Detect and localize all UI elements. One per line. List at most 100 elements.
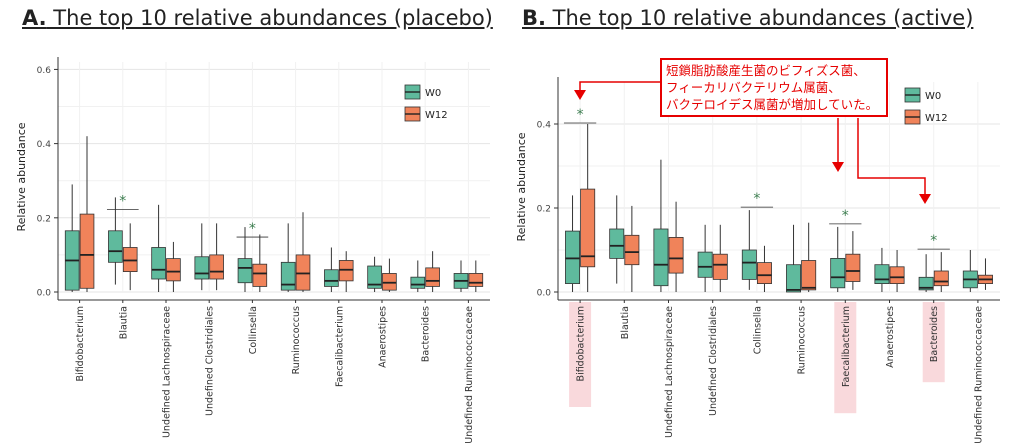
box-body	[801, 260, 817, 291]
box-w12-collinsella	[252, 234, 268, 292]
box-w12-bifidobacterium	[580, 124, 596, 292]
y-tick-label: 0.4	[37, 140, 52, 150]
legend-label: W0	[925, 91, 941, 102]
box-w12-bifidobacterium	[79, 136, 95, 292]
highlight-band	[922, 302, 945, 383]
x-tick-label: Blautia	[118, 306, 129, 339]
box-body	[565, 230, 580, 285]
box-w0-bifidobacterium	[565, 195, 580, 292]
box-body	[830, 257, 846, 289]
box-w12-anaerostipes	[889, 250, 905, 292]
box-body	[122, 247, 138, 272]
box-body	[889, 266, 905, 284]
box-body	[252, 263, 268, 287]
significance-star: *	[577, 107, 584, 123]
arrow-head	[919, 194, 931, 204]
x-tick-label: Undefined Ruminococcaceae	[464, 306, 475, 444]
arrow-bifidobacterium	[579, 81, 662, 92]
y-axis-label: Relative abundance	[15, 122, 28, 231]
y-tick-label: 0.2	[537, 205, 551, 215]
box-w12-ruminococcus	[295, 212, 311, 292]
box-body	[237, 258, 253, 284]
legend: W0 W12	[904, 87, 948, 125]
box-body	[324, 269, 339, 287]
box-body	[757, 262, 772, 285]
x-tick-label: Bifidobacterium	[75, 306, 86, 381]
box-w0-anaerostipes	[367, 256, 382, 292]
box-w12-bacteroides	[933, 252, 949, 292]
box-body	[367, 265, 382, 289]
annotation-line-2: フィーカリバクテリウム属菌、	[666, 80, 841, 95]
box-w12-anaerostipes	[382, 258, 397, 292]
x-tick-label: Undefined Clostridiales	[708, 306, 719, 416]
box-w12-ruminococcus	[801, 222, 817, 292]
box-body	[79, 213, 95, 289]
panel-b-title-text: The top 10 relative abundances (active)	[545, 6, 974, 30]
box-w12-undefined-lachnospiraceae	[668, 201, 684, 292]
legend: W0 W12	[404, 84, 448, 122]
box-body	[410, 276, 426, 289]
box-w0-collinsella	[237, 227, 253, 292]
annotation-arrows	[574, 81, 931, 204]
box-body	[712, 253, 728, 280]
x-tick-label: Undefined Ruminococcaceae	[973, 306, 984, 444]
x-tick-label: Bacteroides	[421, 306, 432, 362]
significance-star: *	[930, 233, 937, 249]
highlight-band	[834, 302, 857, 414]
box-w0-undefined-lachnospiraceae	[151, 204, 166, 292]
box-w0-ruminococcus	[280, 223, 296, 292]
panel-b-title-letter: B.	[522, 6, 546, 30]
box-w0-undefined-clostridiales	[697, 224, 713, 292]
box-w0-undefined-ruminococcaceae	[453, 260, 469, 292]
box-body	[209, 254, 224, 280]
box-body	[194, 256, 210, 280]
y-tick-label: 0.0	[37, 289, 52, 299]
box-w0-undefined-clostridiales	[194, 223, 210, 291]
box-body	[845, 253, 861, 282]
x-tick-label: Anaerostipes	[378, 306, 389, 368]
y-tick-label: 0.2	[37, 214, 51, 224]
box-body	[609, 228, 625, 259]
box-w0-undefined-lachnospiraceae	[653, 159, 669, 292]
panel-b-plot: 0.0 0.2 0.4 Relative abundance * * * * Bifidobac…	[515, 77, 1000, 444]
box-body	[653, 228, 669, 287]
x-tick-label: Collinsella	[752, 306, 763, 354]
annotation-line-1: 短鎖脂肪酸産生菌のビフィズス菌、	[666, 63, 866, 78]
box-w12-blautia	[624, 205, 640, 292]
significance-star: *	[249, 221, 256, 237]
x-tick-label: Faecalibacterium	[841, 306, 852, 387]
box-w0-faecalibacterium	[324, 247, 339, 292]
box-w12-undefined-ruminococcaceae	[468, 260, 484, 292]
box-w12-faecalibacterium	[338, 251, 354, 292]
y-tick-label: 0.0	[537, 289, 552, 299]
box-body	[741, 249, 757, 280]
box-body	[697, 251, 713, 278]
panel-a-title-letter: A.	[22, 6, 47, 30]
box-body	[108, 230, 123, 263]
box-w0-blautia	[108, 197, 123, 285]
box-w0-ruminococcus	[786, 224, 801, 293]
significance-star: *	[753, 191, 760, 207]
panel-b-title: B. The top 10 relative abundances (activ…	[522, 6, 973, 30]
arrow-head	[574, 90, 586, 100]
significance-star: *	[119, 193, 126, 209]
annotation-callout: 短鎖脂肪酸産生菌のビフィズス菌、 フィーカリバクテリウム属菌、 バクテロイデス属…	[660, 58, 888, 117]
box-w0-blautia	[609, 195, 625, 284]
x-tick-label: Undefined Clostridiales	[205, 306, 216, 416]
panel-a-title-text: The top 10 relative abundances (placebo)	[46, 6, 493, 30]
box-w0-undefined-ruminococcaceae	[962, 250, 978, 292]
box-body	[874, 264, 890, 285]
box-body	[151, 247, 166, 280]
legend-label: W12	[425, 110, 448, 121]
arrow-bacteroides	[857, 118, 926, 196]
highlight-band	[569, 302, 592, 407]
panel-a-plot: 0.0 0.2 0.4 0.6 Relative abundance * * Bifidoba…	[15, 57, 490, 444]
box-w12-blautia	[122, 223, 138, 291]
box-body	[933, 270, 949, 287]
box-body	[338, 260, 354, 282]
x-tick-label: Bifidobacterium	[576, 306, 587, 381]
box-w0-anaerostipes	[874, 247, 890, 292]
box-body	[624, 234, 640, 266]
box-w12-undefined-clostridiales	[712, 224, 728, 292]
